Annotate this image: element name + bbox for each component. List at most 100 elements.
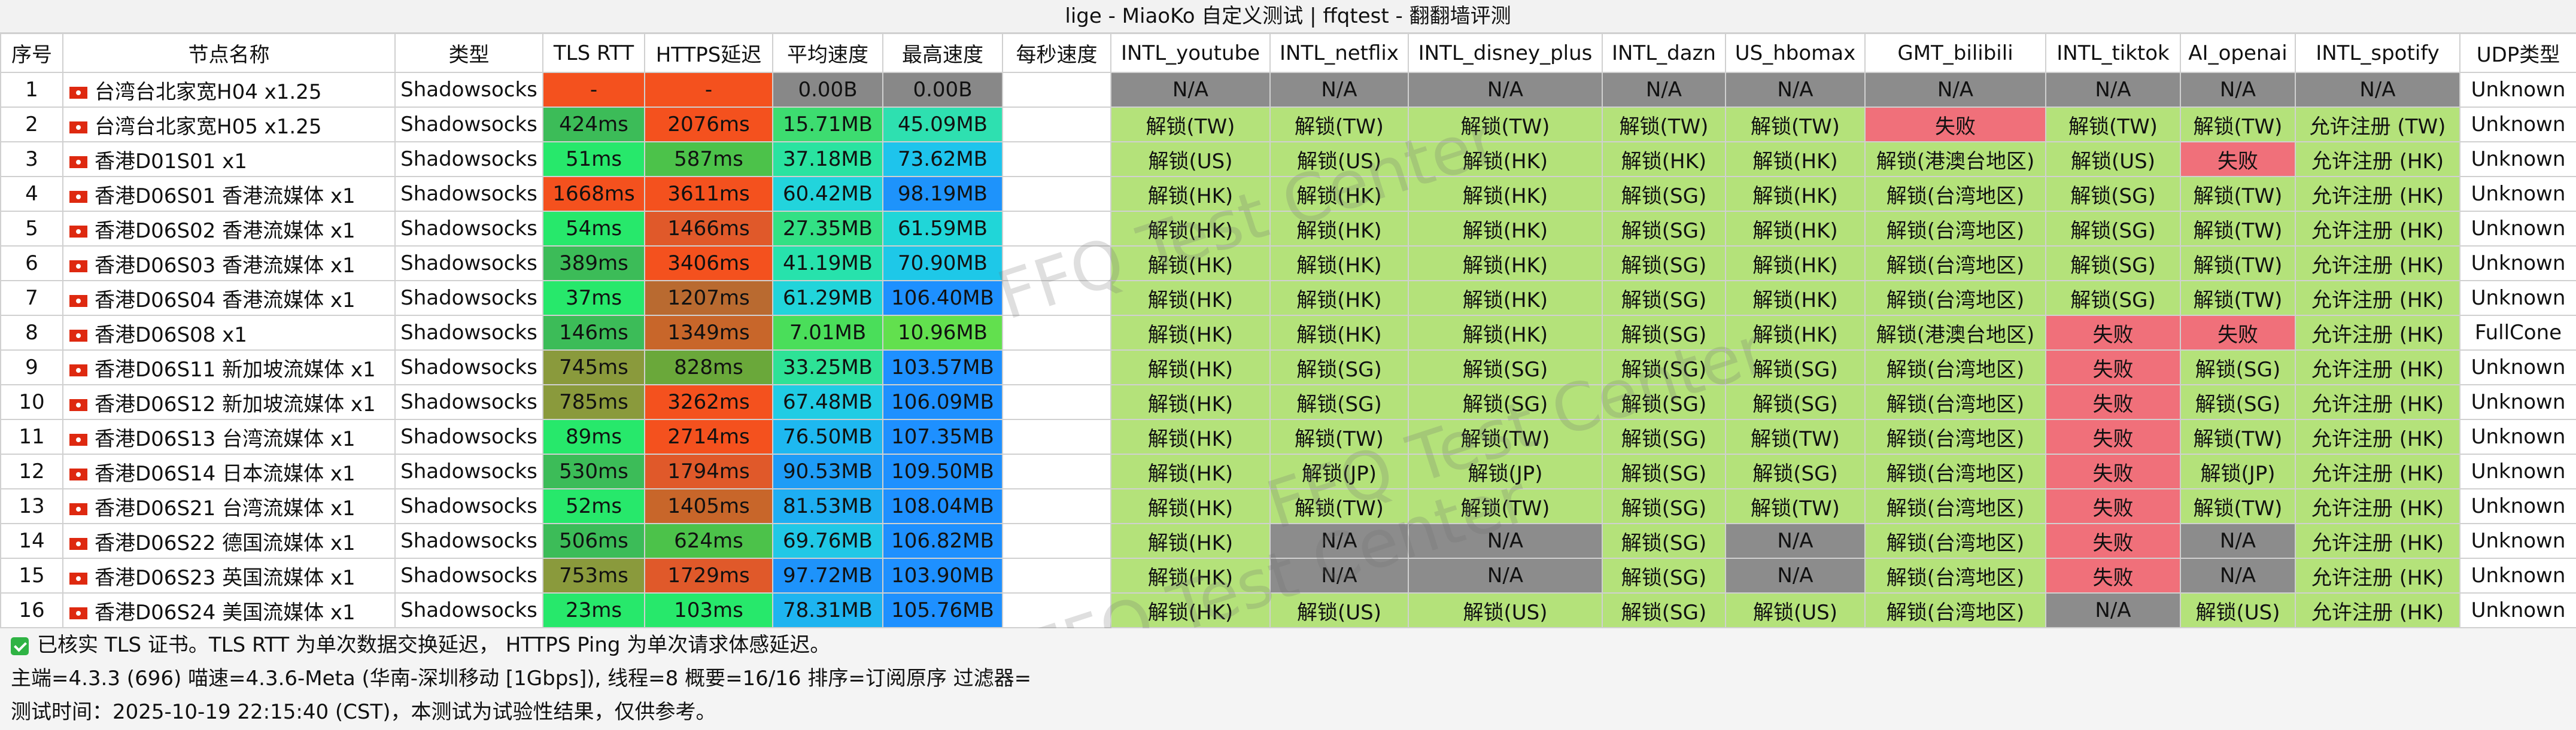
table-row: 8 香港D06S08 x1 Shadowsocks 146ms 1349ms 7.01MB… bbox=[0, 315, 2576, 351]
table-cell: 解锁(HK) bbox=[1725, 211, 1866, 247]
table-cell: 7.01MB bbox=[772, 315, 883, 351]
speed-sparkline-cell bbox=[1002, 245, 1111, 281]
table-cell: 允许注册 (HK) bbox=[2295, 419, 2460, 455]
table-cell: 解锁(HK) bbox=[1110, 454, 1271, 489]
table-cell: 106.09MB bbox=[882, 384, 1003, 420]
table-cell: 3 bbox=[0, 141, 63, 177]
table-cell: 解锁(HK) bbox=[1269, 245, 1409, 281]
table-cell: 解锁(港澳台地区) bbox=[1864, 141, 2046, 177]
column-header: INTL_tiktok bbox=[2045, 33, 2181, 73]
table-cell: 解锁(TW) bbox=[2045, 107, 2181, 142]
table-cell: 失败 bbox=[2045, 454, 2181, 489]
table-cell: 解锁(JP) bbox=[1269, 454, 1409, 489]
node-name: 香港D06S03 香港流媒体 x1 bbox=[95, 253, 356, 278]
table-cell: 14 bbox=[0, 523, 63, 559]
table-cell: Shadowsocks bbox=[394, 280, 543, 316]
table-cell: 允许注册 (HK) bbox=[2295, 176, 2460, 212]
table-cell: N/A bbox=[1269, 523, 1409, 559]
node-name-cell: 香港D06S12 新加坡流媒体 x1 bbox=[62, 384, 396, 420]
table-cell: Unknown bbox=[2459, 384, 2576, 420]
table-cell: 解锁(TW) bbox=[1110, 107, 1271, 142]
speed-sparkline-cell bbox=[1002, 280, 1111, 316]
table-cell: N/A bbox=[1725, 72, 1866, 108]
table-cell: 解锁(TW) bbox=[2180, 245, 2296, 281]
table-row: 3 香港D01S01 x1 Shadowsocks 51ms 587ms 37.18MB 7… bbox=[0, 141, 2576, 177]
table-cell: 允许注册 (TW) bbox=[2295, 107, 2460, 142]
table-cell: 103.57MB bbox=[882, 349, 1003, 385]
table-cell: 89ms bbox=[542, 419, 645, 455]
table-cell: 51ms bbox=[542, 141, 645, 177]
table-cell: Shadowsocks bbox=[394, 72, 543, 108]
table-row: 7 香港D06S04 香港流媒体 x1 Shadowsocks 37ms 1207ms 6… bbox=[0, 280, 2576, 316]
table-cell: 失败 bbox=[2045, 558, 2181, 594]
table-cell: Shadowsocks bbox=[394, 349, 543, 385]
table-cell: 解锁(HK) bbox=[1110, 349, 1271, 385]
table-cell: 4 bbox=[0, 176, 63, 212]
table-cell: 解锁(HK) bbox=[1110, 523, 1271, 559]
table-cell: Unknown bbox=[2459, 141, 2576, 177]
table-cell: 解锁(TW) bbox=[1408, 419, 1603, 455]
footer-line: 测试时间：2025-10-19 22:15:40 (CST)，本测试为试验性结果… bbox=[0, 695, 2576, 729]
table-cell: FullCone bbox=[2459, 315, 2576, 351]
table-cell: 2 bbox=[0, 107, 63, 142]
table-cell: Unknown bbox=[2459, 558, 2576, 594]
node-name-cell: 香港D06S23 英国流媒体 x1 bbox=[62, 558, 396, 594]
window-title: lige - MiaoKo 自定义测试 | ffqtest - 翻翻墙评测 bbox=[0, 0, 2576, 33]
table-cell: N/A bbox=[1269, 72, 1409, 108]
table-cell: 2714ms bbox=[644, 419, 773, 455]
flag-icon bbox=[69, 156, 87, 168]
table-cell: 1349ms bbox=[644, 315, 773, 351]
table-cell: Shadowsocks bbox=[394, 488, 543, 524]
table-cell: N/A bbox=[1408, 523, 1603, 559]
table-cell: N/A bbox=[2180, 523, 2296, 559]
node-name: 香港D06S14 日本流媒体 x1 bbox=[95, 461, 356, 486]
table-cell: 解锁(HK) bbox=[1110, 488, 1271, 524]
table-cell: 98.19MB bbox=[882, 176, 1003, 212]
table-cell: 103.90MB bbox=[882, 558, 1003, 594]
table-cell: 5 bbox=[0, 211, 63, 247]
table-cell: 解锁(HK) bbox=[1725, 176, 1866, 212]
table-cell: 90.53MB bbox=[772, 454, 883, 489]
table-cell: 70.90MB bbox=[882, 245, 1003, 281]
table-cell: 2076ms bbox=[644, 107, 773, 142]
column-header: INTL_dazn bbox=[1602, 33, 1726, 73]
table-cell: 解锁(台湾地区) bbox=[1864, 349, 2046, 385]
flag-icon bbox=[69, 469, 87, 480]
table-cell: 1 bbox=[0, 72, 63, 108]
check-icon bbox=[11, 637, 29, 655]
table-cell: 解锁(HK) bbox=[1408, 211, 1603, 247]
node-name-cell: 香港D06S14 日本流媒体 x1 bbox=[62, 454, 396, 489]
table-cell: 解锁(TW) bbox=[1725, 488, 1866, 524]
table-cell: 828ms bbox=[644, 349, 773, 385]
table-cell: 146ms bbox=[542, 315, 645, 351]
table-cell: 允许注册 (HK) bbox=[2295, 558, 2460, 594]
table-cell: 解锁(台湾地区) bbox=[1864, 245, 2046, 281]
footer-text: 测试时间：2025-10-19 22:15:40 (CST)，本测试为试验性结果… bbox=[11, 700, 716, 724]
table-cell: 解锁(HK) bbox=[1725, 245, 1866, 281]
table-cell: 解锁(US) bbox=[1269, 141, 1409, 177]
table-cell: 解锁(TW) bbox=[1408, 107, 1603, 142]
table-cell: 解锁(台湾地区) bbox=[1864, 592, 2046, 628]
table-cell: 失败 bbox=[2045, 523, 2181, 559]
table-cell: 允许注册 (HK) bbox=[2295, 245, 2460, 281]
node-name: 香港D06S08 x1 bbox=[95, 323, 247, 347]
table-cell: 解锁(HK) bbox=[1110, 176, 1271, 212]
table-cell: 69.76MB bbox=[772, 523, 883, 559]
node-name: 香港D06S12 新加坡流媒体 x1 bbox=[95, 392, 376, 416]
table-cell: 1207ms bbox=[644, 280, 773, 316]
table-cell: 失败 bbox=[2045, 349, 2181, 385]
table-cell: Unknown bbox=[2459, 488, 2576, 524]
table-cell: 解锁(台湾地区) bbox=[1864, 211, 2046, 247]
table-cell: 1729ms bbox=[644, 558, 773, 594]
column-header: HTTPS延迟 bbox=[644, 33, 773, 73]
table-cell: 424ms bbox=[542, 107, 645, 142]
table-cell: 108.04MB bbox=[882, 488, 1003, 524]
table-cell: 0.00B bbox=[882, 72, 1003, 108]
flag-icon bbox=[69, 573, 87, 585]
table-cell: 8 bbox=[0, 315, 63, 351]
column-header: US_hbomax bbox=[1725, 33, 1866, 73]
table-cell: 解锁(SG) bbox=[1408, 349, 1603, 385]
header-row: 序号 节点名称 类型 TLS RTT HTTPS延迟 平均速度 最高速度 每秒速度 INTL_y… bbox=[0, 33, 2576, 73]
table-cell: 解锁(SG) bbox=[1602, 419, 1726, 455]
table-cell: 解锁(台湾地区) bbox=[1864, 419, 2046, 455]
